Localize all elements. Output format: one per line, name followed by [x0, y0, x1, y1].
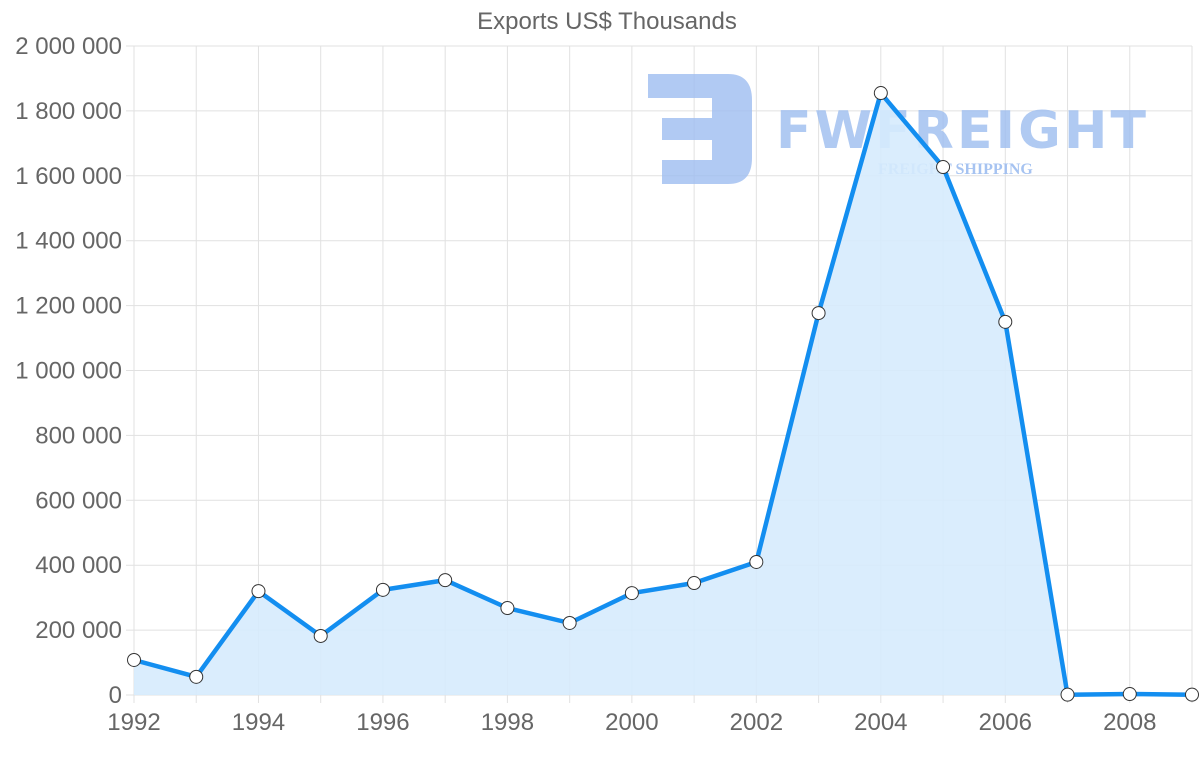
data-point [127, 652, 141, 667]
y-tick-label: 1 000 000 [15, 358, 122, 385]
data-point [998, 314, 1013, 329]
data-point [624, 586, 639, 601]
x-tick-label: 1996 [356, 709, 409, 736]
x-tick-label: 2004 [854, 709, 907, 736]
data-point [562, 615, 577, 630]
data-point [936, 160, 951, 175]
area-fill [134, 93, 1192, 696]
y-tick-label: 800 000 [35, 422, 122, 449]
data-line [133, 90, 1193, 697]
watermark-brand: FWFREIGHT [776, 101, 1147, 161]
y-tick-label: 200 000 [35, 617, 122, 644]
y-tick-label: 400 000 [35, 552, 122, 579]
data-point [1185, 687, 1199, 702]
data-point [811, 306, 826, 321]
data-point [375, 582, 390, 597]
y-tick-label: 0 [109, 682, 122, 709]
data-point [251, 584, 266, 599]
data-point [438, 573, 453, 588]
x-tick-label: 2000 [605, 709, 658, 736]
data-point [873, 86, 888, 101]
x-tick-label: 2002 [730, 709, 783, 736]
x-tick-label: 1998 [481, 709, 534, 736]
y-tick-label: 600 000 [35, 487, 122, 514]
data-point [500, 601, 515, 616]
x-tick-label: 2006 [979, 709, 1032, 736]
data-point [687, 576, 702, 591]
chart-title: Exports US$ Thousands [477, 8, 737, 35]
data-point [189, 669, 204, 684]
y-tick-label: 1 800 000 [15, 98, 122, 125]
x-tick-label: 1992 [107, 709, 160, 736]
data-point [1060, 687, 1075, 702]
data-point [1122, 687, 1137, 702]
y-tick-label: 1 400 000 [15, 228, 122, 255]
data-point [749, 554, 764, 569]
y-tick-label: 1 600 000 [15, 163, 122, 190]
x-tick-label: 1994 [232, 709, 285, 736]
watermark-logo-icon [648, 74, 752, 184]
y-tick-label: 2 000 000 [15, 33, 122, 60]
y-tick-label: 1 200 000 [15, 293, 122, 320]
x-tick-label: 2008 [1103, 709, 1156, 736]
data-point [313, 628, 328, 643]
